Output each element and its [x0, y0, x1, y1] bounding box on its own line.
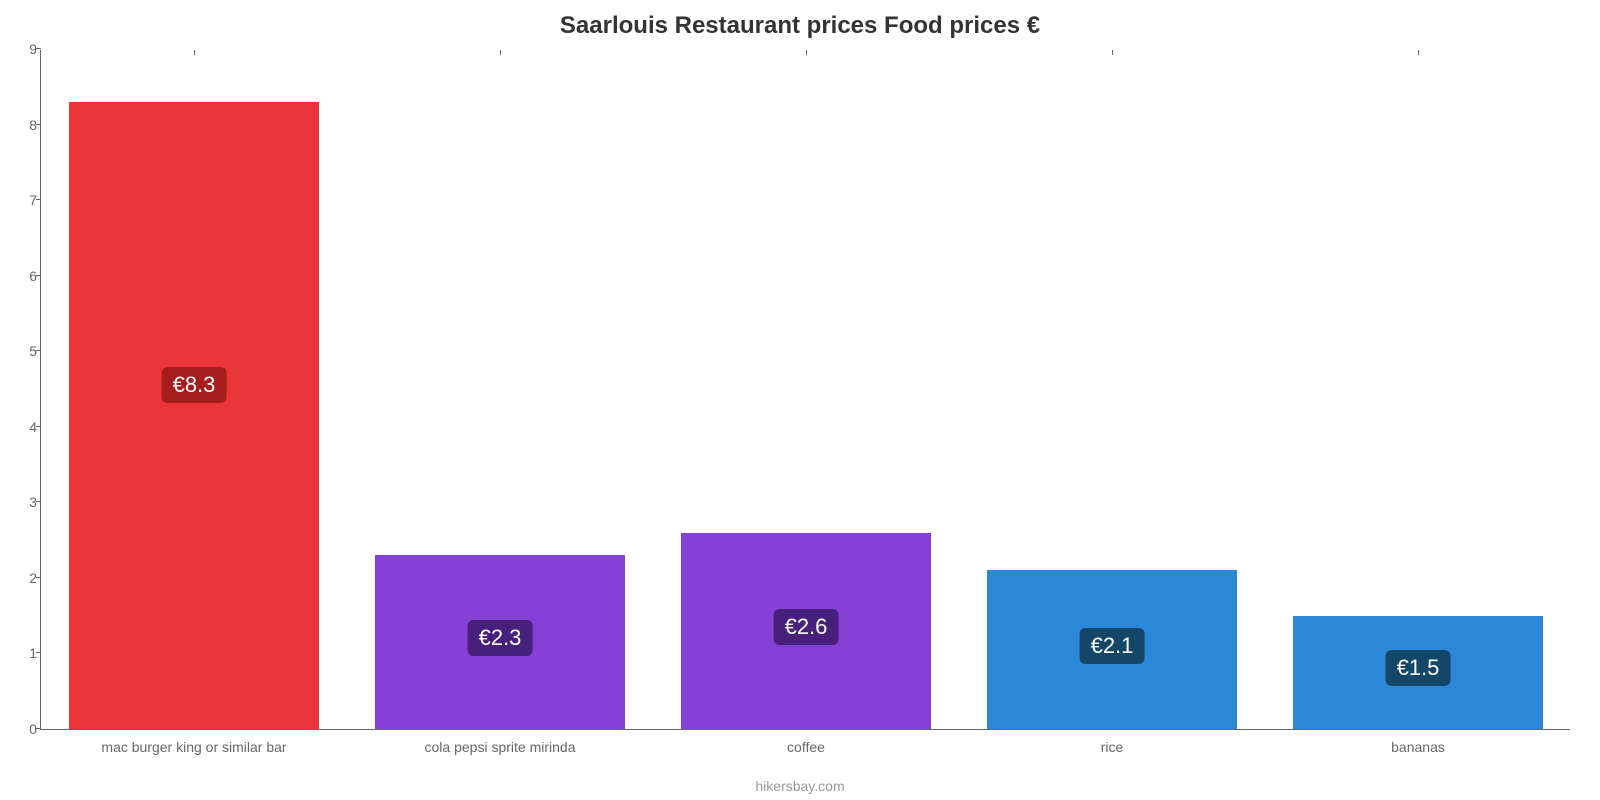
- y-tick-label: 3: [13, 494, 37, 510]
- x-tick-label: mac burger king or similar bar: [101, 739, 286, 755]
- bar-value-label: €8.3: [162, 367, 227, 403]
- y-tick-mark: [36, 199, 41, 200]
- bar: [69, 102, 320, 729]
- y-tick-mark: [36, 652, 41, 653]
- y-tick-mark: [36, 275, 41, 276]
- bar-value-label: €1.5: [1386, 650, 1451, 686]
- y-tick-label: 6: [13, 268, 37, 284]
- y-tick-mark: [36, 728, 41, 729]
- x-tick-label: coffee: [787, 739, 825, 755]
- y-tick-label: 7: [13, 192, 37, 208]
- x-tick-label: bananas: [1391, 739, 1445, 755]
- bar-value-label: €2.3: [468, 620, 533, 656]
- y-tick-mark: [36, 350, 41, 351]
- y-tick-label: 2: [13, 570, 37, 586]
- y-tick-label: 1: [13, 645, 37, 661]
- y-tick-label: 9: [13, 41, 37, 57]
- x-tick-mark: [1112, 50, 1113, 55]
- x-tick-label: rice: [1101, 739, 1124, 755]
- x-tick-label: cola pepsi sprite mirinda: [425, 739, 576, 755]
- y-tick-mark: [36, 124, 41, 125]
- y-tick-mark: [36, 577, 41, 578]
- bar-chart: Saarlouis Restaurant prices Food prices …: [0, 0, 1600, 800]
- y-tick-mark: [36, 501, 41, 502]
- y-tick-label: 8: [13, 117, 37, 133]
- x-tick-mark: [806, 50, 807, 55]
- bar-value-label: €2.1: [1080, 628, 1145, 664]
- y-tick-mark: [36, 426, 41, 427]
- x-tick-mark: [500, 50, 501, 55]
- bar-value-label: €2.6: [774, 609, 839, 645]
- plot-area: 0123456789€8.3mac burger king or similar…: [40, 50, 1570, 730]
- x-tick-mark: [1418, 50, 1419, 55]
- x-tick-mark: [194, 50, 195, 55]
- chart-title: Saarlouis Restaurant prices Food prices …: [0, 0, 1600, 40]
- y-tick-label: 5: [13, 343, 37, 359]
- attribution-text: hikersbay.com: [0, 778, 1600, 794]
- y-tick-label: 4: [13, 419, 37, 435]
- y-tick-label: 0: [13, 721, 37, 737]
- y-tick-mark: [36, 48, 41, 49]
